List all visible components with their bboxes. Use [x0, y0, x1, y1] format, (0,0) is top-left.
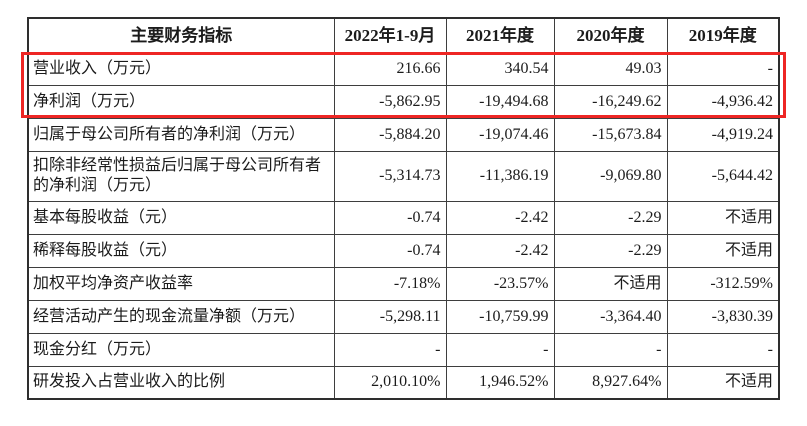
header-cell-2022: 2022年1-9月: [333, 17, 447, 53]
row-value: -19,494.68: [445, 84, 555, 119]
row-value: -2.29: [553, 200, 668, 235]
row-label: 归属于母公司所有者的净利润（万元）: [27, 117, 335, 152]
table-row: 研发投入占营业收入的比例 2,010.10% 1,946.52% 8,927.64% 不…: [27, 365, 780, 400]
row-value: -9,069.80: [553, 150, 668, 202]
row-label: 营业收入（万元）: [27, 51, 335, 86]
financial-indicators-table: 主要财务指标 2022年1-9月 2021年度 2020年度 2019年度 营业…: [27, 17, 780, 400]
table-row: 扣除非经常性损益后归属于母公司所有者的净利润（万元） -5,314.73 -11,3…: [27, 150, 780, 202]
row-value: -2.29: [553, 233, 668, 268]
row-value: -3,830.39: [666, 299, 780, 334]
row-value: -: [553, 332, 668, 367]
row-value: -312.59%: [666, 266, 780, 301]
row-value: -5,884.20: [333, 117, 447, 152]
row-value: -4,936.42: [666, 84, 780, 119]
table-row: 加权平均净资产收益率 -7.18% -23.57% 不适用 -312.59%: [27, 266, 780, 301]
header-cell-2019: 2019年度: [666, 17, 780, 53]
row-label: 加权平均净资产收益率: [27, 266, 335, 301]
row-value: -10,759.99: [445, 299, 555, 334]
row-value: 8,927.64%: [553, 365, 668, 400]
row-value: -: [333, 332, 447, 367]
table-row: 净利润（万元） -5,862.95 -19,494.68 -16,249.62 -4,9…: [27, 84, 780, 119]
row-value: -5,314.73: [333, 150, 447, 202]
row-value: -19,074.46: [445, 117, 555, 152]
row-value: -5,644.42: [666, 150, 780, 202]
row-value: -2.42: [445, 200, 555, 235]
row-value: -2.42: [445, 233, 555, 268]
row-value: 216.66: [333, 51, 447, 86]
table-row: 基本每股收益（元） -0.74 -2.42 -2.29 不适用: [27, 200, 780, 235]
header-cell-2021: 2021年度: [445, 17, 555, 53]
table-row: 稀释每股收益（元） -0.74 -2.42 -2.29 不适用: [27, 233, 780, 268]
row-value: -5,298.11: [333, 299, 447, 334]
table-row: 现金分红（万元） - - - -: [27, 332, 780, 367]
header-row: 主要财务指标 2022年1-9月 2021年度 2020年度 2019年度: [27, 17, 780, 53]
row-value: -0.74: [333, 233, 447, 268]
table-row: 经营活动产生的现金流量净额（万元） -5,298.11 -10,759.99 -3,3…: [27, 299, 780, 334]
row-value: -23.57%: [445, 266, 555, 301]
row-value: -4,919.24: [666, 117, 780, 152]
row-label: 稀释每股收益（元）: [27, 233, 335, 268]
row-value: 不适用: [666, 365, 780, 400]
row-value: -11,386.19: [445, 150, 555, 202]
row-label: 经营活动产生的现金流量净额（万元）: [27, 299, 335, 334]
row-value: 1,946.52%: [445, 365, 555, 400]
row-value: 不适用: [666, 233, 780, 268]
row-value: 2,010.10%: [333, 365, 447, 400]
row-label: 净利润（万元）: [27, 84, 335, 119]
row-label: 基本每股收益（元）: [27, 200, 335, 235]
row-label: 现金分红（万元）: [27, 332, 335, 367]
row-value: -7.18%: [333, 266, 447, 301]
row-value: -: [666, 332, 780, 367]
row-value: 49.03: [553, 51, 668, 86]
table-row: 营业收入（万元） 216.66 340.54 49.03-: [27, 51, 780, 86]
table-row: 归属于母公司所有者的净利润（万元） -5,884.20 -19,074.46 -15,…: [27, 117, 780, 152]
header-cell-indicator: 主要财务指标: [27, 17, 335, 53]
row-value: -0.74: [333, 200, 447, 235]
row-value: -: [445, 332, 555, 367]
row-label: 扣除非经常性损益后归属于母公司所有者的净利润（万元）: [27, 150, 335, 202]
financial-table-wrap: 主要财务指标 2022年1-9月 2021年度 2020年度 2019年度 营业…: [21, 17, 786, 400]
header-cell-2020: 2020年度: [553, 17, 668, 53]
row-value: -16,249.62: [553, 84, 668, 119]
row-value: -5,862.95: [333, 84, 447, 119]
row-value: -3,364.40: [553, 299, 668, 334]
row-value: 340.54: [445, 51, 555, 86]
row-value: -15,673.84: [553, 117, 668, 152]
row-label: 研发投入占营业收入的比例: [27, 365, 335, 400]
row-value: -: [666, 51, 780, 86]
row-value: 不适用: [553, 266, 668, 301]
row-value: 不适用: [666, 200, 780, 235]
